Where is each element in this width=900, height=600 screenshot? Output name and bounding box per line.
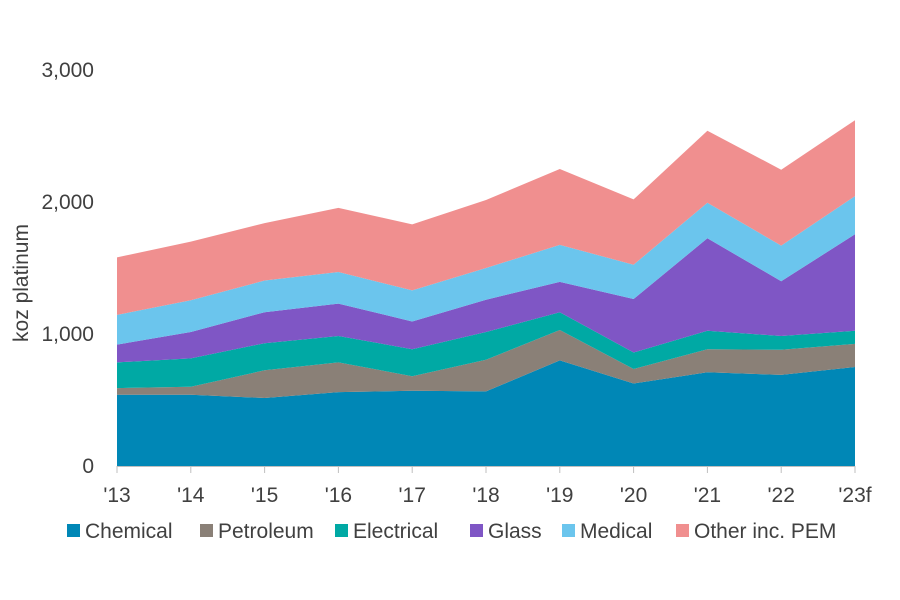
- x-tick-label: '17: [399, 484, 426, 507]
- x-tick-label: '21: [694, 484, 721, 507]
- y-tick-label: 0: [82, 455, 94, 478]
- legend-label: Other inc. PEM: [694, 520, 836, 543]
- area-series-glass: [117, 234, 855, 363]
- x-tick-label: '13: [103, 484, 130, 507]
- legend-swatch: [676, 524, 689, 537]
- legend-label: Chemical: [85, 520, 173, 543]
- x-tick-label: '16: [325, 484, 352, 507]
- area-series-medical: [117, 196, 855, 345]
- x-tick-label: '23f: [838, 484, 871, 507]
- y-tick-label: 2,000: [41, 191, 94, 214]
- y-axis-ticks: 0 1,000 2,000 3,000: [41, 59, 94, 478]
- legend-label: Medical: [580, 520, 652, 543]
- legend: Chemical Petroleum Electrical Glass Medical O…: [67, 520, 836, 543]
- area-series-other-inc-pem: [117, 120, 855, 315]
- legend-swatch: [335, 524, 348, 537]
- area-series-group: [117, 120, 855, 466]
- area-series-electrical: [117, 312, 855, 389]
- area-series-chemical: [117, 360, 855, 466]
- legend-swatch: [67, 524, 80, 537]
- legend-label: Petroleum: [218, 520, 314, 543]
- y-axis-title: koz platinum: [10, 224, 33, 342]
- legend-swatch: [562, 524, 575, 537]
- x-tick-label: '15: [251, 484, 278, 507]
- legend-swatch: [470, 524, 483, 537]
- area-series-petroleum: [117, 330, 855, 398]
- x-tick-label: '20: [620, 484, 647, 507]
- x-tick-label: '22: [768, 484, 795, 507]
- x-tick-label: '14: [177, 484, 205, 507]
- y-axis-label: koz platinum: [10, 224, 33, 342]
- y-tick-label: 3,000: [41, 59, 94, 82]
- x-tick-label: '19: [546, 484, 573, 507]
- legend-label: Electrical: [353, 520, 438, 543]
- y-tick-label: 1,000: [41, 323, 94, 346]
- x-axis: '13 '14 '15 '16 '17 '18 '19 '20 '21 '22 '23f: [103, 466, 872, 507]
- x-tick-label: '18: [472, 484, 499, 507]
- legend-label: Glass: [488, 520, 542, 543]
- legend-swatch: [200, 524, 213, 537]
